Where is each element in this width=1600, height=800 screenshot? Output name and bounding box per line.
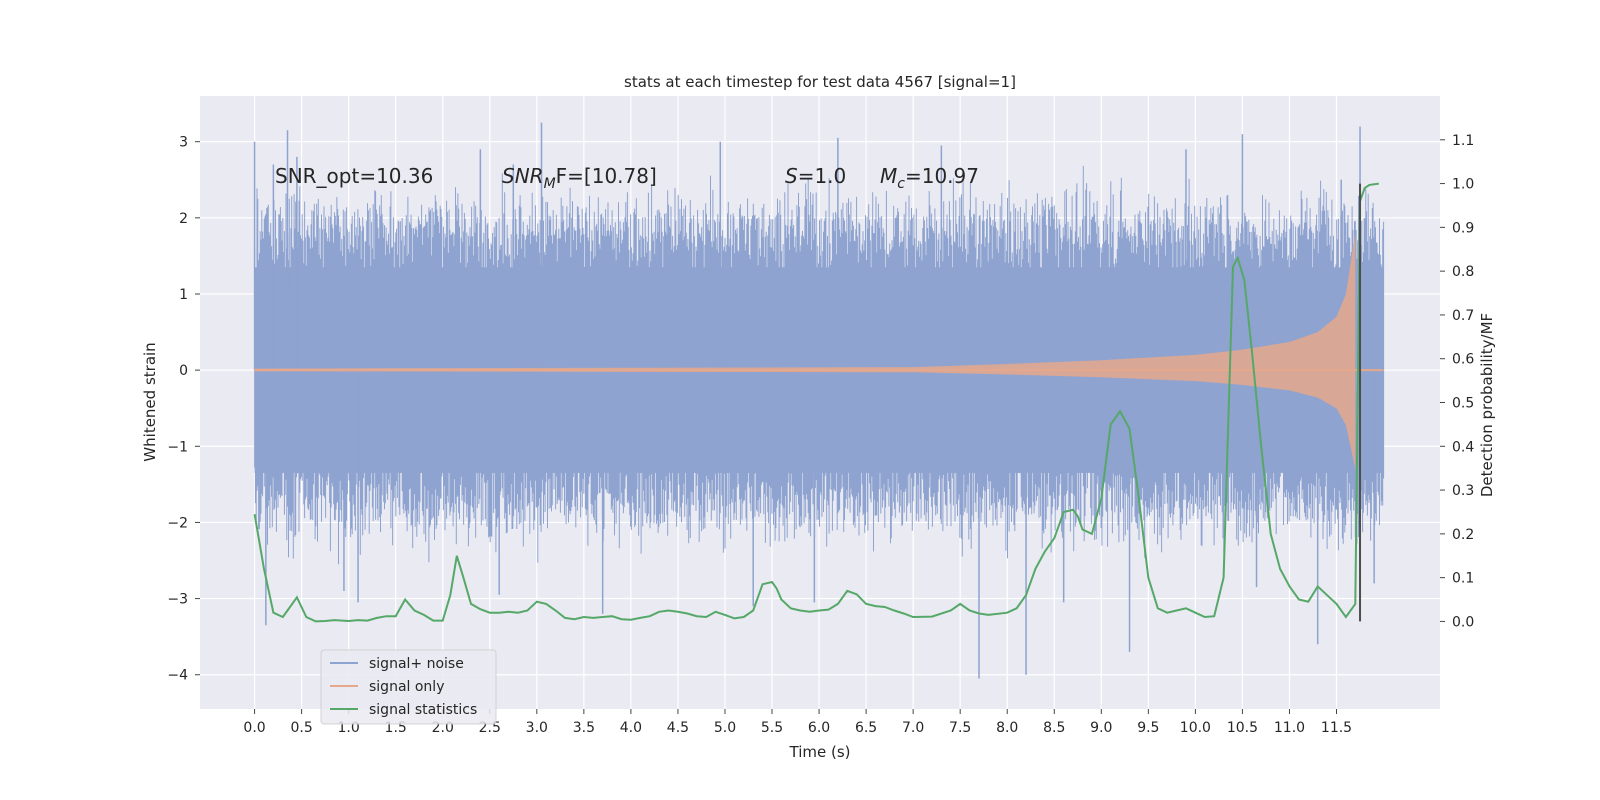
right-y-tick-label: 0.3 (1452, 483, 1474, 499)
x-axis-label: Time (s) (789, 743, 851, 761)
right-y-tick-label: 0.2 (1452, 527, 1474, 543)
x-tick-label: 7.5 (949, 720, 971, 736)
x-tick-label: 8.5 (1043, 720, 1065, 736)
annotations: SNR_opt=10.36 SNRMF=[10.78] S=1.0 Mc=10.… (275, 164, 979, 192)
right-y-tick-label: 0.8 (1452, 264, 1474, 280)
right-y-tick-label: 0.4 (1452, 439, 1474, 455)
snr-mf-annotation: SNRMF=[10.78] (502, 164, 657, 192)
x-tick-label: 11.0 (1274, 720, 1305, 736)
x-tick-label: 3.0 (526, 720, 548, 736)
x-tick-label: 9.0 (1090, 720, 1112, 736)
y-tick-label: −2 (167, 515, 188, 531)
x-tick-label: 7.0 (902, 720, 924, 736)
x-tick-label: 6.0 (808, 720, 830, 736)
x-tick-label: 0.0 (243, 720, 265, 736)
right-y-tick-label: 1.1 (1452, 133, 1474, 149)
right-y-tick-label: 0.7 (1452, 308, 1474, 324)
signal-statistics-series (253, 182, 1379, 623)
x-tick-label: 3.5 (573, 720, 595, 736)
legend-label-noise: signal+ noise (369, 656, 464, 672)
chart-title: stats at each timestep for test data 456… (624, 73, 1016, 91)
mc-suffix: =10.97 (905, 164, 979, 188)
s-suffix: =1.0 (798, 164, 847, 188)
y-tick-label: 1 (179, 287, 188, 303)
snr-mf-subscript: M (544, 176, 556, 192)
statistics-line (253, 182, 1379, 623)
y-tick-label: 0 (179, 363, 188, 379)
x-tick-label: 10.5 (1227, 720, 1258, 736)
y-tick-label: 2 (179, 211, 188, 227)
x-tick-label: 8.0 (996, 720, 1018, 736)
right-y-axis-label: Detection probability/MF (1478, 313, 1496, 497)
x-tick-label: 4.5 (667, 720, 689, 736)
y-tick-label: 3 (179, 135, 188, 151)
mc-prefix: M (880, 164, 897, 188)
right-y-tick-label: 1.0 (1452, 177, 1474, 193)
y-axis-label: Whitened strain (141, 342, 159, 461)
x-tick-label: 11.5 (1321, 720, 1352, 736)
s-annotation: S=1.0 (785, 164, 846, 188)
right-y-tick-label: 0.5 (1452, 396, 1474, 412)
right-y-axis-ticks: 1.1 1.0 0.9 0.8 0.7 0.6 0.5 0.4 0.3 0.2 0.1 0.0 (1440, 133, 1474, 630)
mc-subscript: c (897, 176, 905, 192)
right-y-tick-label: 0.9 (1452, 220, 1474, 236)
right-y-tick-label: 0.1 (1452, 571, 1474, 587)
legend: signal+ noise signal only signal statist… (320, 649, 497, 725)
x-tick-label: 9.5 (1137, 720, 1159, 736)
x-tick-label: 6.5 (855, 720, 877, 736)
snr-mf-prefix: SNR (502, 164, 544, 188)
snr-opt-annotation: SNR_opt=10.36 (275, 164, 433, 188)
x-tick-label: 4.0 (620, 720, 642, 736)
x-tick-label: 5.0 (714, 720, 736, 736)
y-axis-ticks: 3 2 1 0 −1 −2 −3 −4 (167, 135, 200, 684)
legend-label-stats: signal statistics (369, 702, 477, 718)
x-tick-label: 10.0 (1180, 720, 1211, 736)
legend-box (320, 649, 497, 725)
legend-label-signal: signal only (369, 679, 444, 695)
mc-annotation: Mc=10.97 (880, 164, 979, 192)
y-tick-label: −1 (167, 439, 188, 455)
right-y-tick-label: 0.6 (1452, 352, 1474, 368)
y-tick-label: −4 (167, 668, 188, 684)
x-axis-ticks: 0.0 0.5 1.0 1.5 2.0 2.5 3.0 3.5 4.0 4.5 5.0 5.5 6.0 6… (243, 709, 1352, 736)
snr-mf-suffix: F=[10.78] (556, 164, 657, 188)
y-tick-label: −3 (167, 592, 188, 608)
x-tick-label: 5.5 (761, 720, 783, 736)
s-prefix: S (785, 164, 798, 188)
x-tick-label: 0.5 (290, 720, 312, 736)
right-y-tick-label: 0.0 (1452, 614, 1474, 630)
